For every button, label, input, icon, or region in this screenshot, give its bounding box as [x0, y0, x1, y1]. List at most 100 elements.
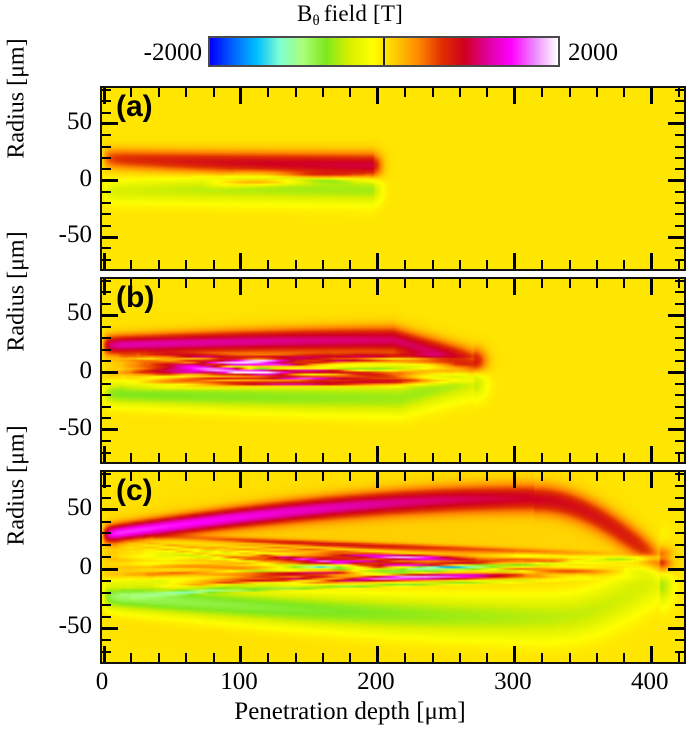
y-axis-minor-tick — [675, 270, 684, 271]
x-axis-minor-tick — [185, 260, 188, 269]
x-axis-minor-tick — [486, 472, 489, 481]
x-axis-minor-tick — [541, 453, 544, 462]
x-axis-major-tick — [102, 646, 106, 662]
x-axis-minor-tick — [678, 260, 681, 269]
panel-b-label: (b) — [116, 281, 155, 314]
y-axis-minor-tick — [102, 473, 111, 475]
x-axis-minor-tick — [595, 279, 598, 288]
x-axis-minor-tick — [431, 453, 434, 462]
colorbar-title-rest: field [T] — [323, 1, 403, 26]
y-axis-minor-tick — [102, 451, 111, 454]
y-axis-minor-tick — [675, 258, 684, 261]
x-axis-minor-tick — [678, 653, 681, 662]
x-axis-minor-tick — [404, 653, 407, 662]
y-axis-minor-tick — [675, 496, 684, 499]
x-axis-minor-tick — [486, 260, 489, 269]
x-axis-minor-tick — [267, 472, 270, 481]
y-axis-minor-tick — [102, 591, 111, 594]
x-axis-minor-tick — [212, 88, 215, 97]
x-axis-minor-tick — [157, 279, 160, 288]
x-axis-minor-tick — [185, 472, 188, 481]
y-axis-minor-tick — [675, 202, 684, 205]
x-axis-minor-tick — [130, 279, 133, 288]
y-axis-major-tick — [102, 371, 118, 374]
y-axis-minor-tick — [675, 591, 684, 594]
x-axis-minor-tick — [459, 260, 462, 269]
y-axis-minor-tick — [102, 360, 111, 363]
y-axis-major-tick — [102, 626, 118, 630]
y-axis-major-tick — [102, 428, 118, 432]
x-axis-minor-tick — [595, 453, 598, 462]
x-axis-major-tick — [376, 472, 380, 488]
y-axis-minor-tick — [102, 405, 111, 408]
x-axis-major-tick — [650, 646, 654, 662]
x-axis-minor-tick — [294, 472, 297, 481]
x-axis-minor-tick — [349, 653, 352, 662]
x-axis-minor-tick — [157, 653, 160, 662]
y-axis-minor-tick — [675, 544, 684, 547]
x-axis-minor-tick — [212, 279, 215, 288]
y-axis-minor-tick — [675, 484, 684, 487]
x-axis-minor-tick — [678, 279, 681, 288]
y-axis-minor-tick — [675, 291, 684, 294]
x-axis-minor-tick — [623, 653, 626, 662]
x-axis-major-tick — [239, 279, 243, 295]
x-axis-major-tick — [102, 446, 106, 462]
y-axis-minor-tick — [675, 111, 684, 114]
x-axis-minor-tick — [568, 453, 571, 462]
x-axis-minor-tick — [157, 472, 160, 481]
y-axis-major-tick — [668, 313, 684, 317]
y-axis-minor-tick — [102, 663, 111, 664]
y-axis-minor-tick — [102, 168, 111, 171]
x-axis-minor-tick — [349, 453, 352, 462]
y-axis-minor-tick — [102, 202, 111, 205]
x-axis-major-tick — [513, 446, 517, 462]
y-axis-minor-tick — [675, 405, 684, 408]
x-axis-tick-label: 300 — [494, 668, 532, 695]
x-axis-minor-tick — [294, 260, 297, 269]
x-axis-minor-tick — [623, 260, 626, 269]
x-axis-minor-tick — [623, 472, 626, 481]
colorbar-min-label: -2000 — [143, 39, 202, 66]
x-axis-major-tick — [102, 88, 106, 104]
field-map-a — [102, 88, 684, 269]
x-axis-major-tick — [650, 472, 654, 488]
y-axis-minor-tick — [102, 417, 111, 420]
y-axis-minor-tick — [102, 484, 111, 487]
x-axis-minor-tick — [459, 279, 462, 288]
colorbar-title: Bθ field [T] — [0, 1, 700, 30]
x-axis-minor-tick — [541, 472, 544, 481]
y-axis-minor-tick — [675, 520, 684, 523]
y-axis-minor-tick — [675, 394, 684, 397]
y-axis-minor-tick — [102, 145, 111, 148]
y-axis-major-tick — [668, 508, 684, 512]
x-axis-minor-tick — [623, 88, 626, 97]
x-axis-minor-tick — [130, 88, 133, 97]
x-axis-minor-tick — [678, 453, 681, 462]
x-axis-minor-tick — [212, 260, 215, 269]
y-axis-minor-tick — [102, 639, 111, 642]
colorbar-title-prefix: B — [296, 1, 313, 26]
y-axis-minor-tick — [675, 417, 684, 420]
colorbar-max-label: 2000 — [568, 39, 618, 66]
x-axis-minor-tick — [404, 260, 407, 269]
x-axis-minor-tick — [486, 453, 489, 462]
panel-a-label: (a) — [116, 90, 153, 123]
y-axis-minor-tick — [102, 89, 111, 91]
y-axis-minor-tick — [102, 463, 111, 464]
y-axis-minor-tick — [102, 440, 111, 443]
x-axis-minor-tick — [568, 653, 571, 662]
x-axis-minor-tick — [212, 653, 215, 662]
field-map-c — [102, 472, 684, 662]
x-axis-major-tick — [376, 253, 380, 269]
y-axis-major-tick — [668, 235, 684, 239]
x-axis-minor-tick — [185, 279, 188, 288]
y-axis-minor-tick — [102, 520, 111, 523]
x-axis-major-tick — [650, 253, 654, 269]
x-axis-minor-tick — [431, 260, 434, 269]
y-axis-minor-tick — [675, 224, 684, 227]
y-axis-minor-tick — [675, 348, 684, 351]
y-axis-minor-tick — [102, 556, 111, 559]
x-axis-minor-tick — [294, 88, 297, 97]
x-axis-minor-tick — [349, 88, 352, 97]
